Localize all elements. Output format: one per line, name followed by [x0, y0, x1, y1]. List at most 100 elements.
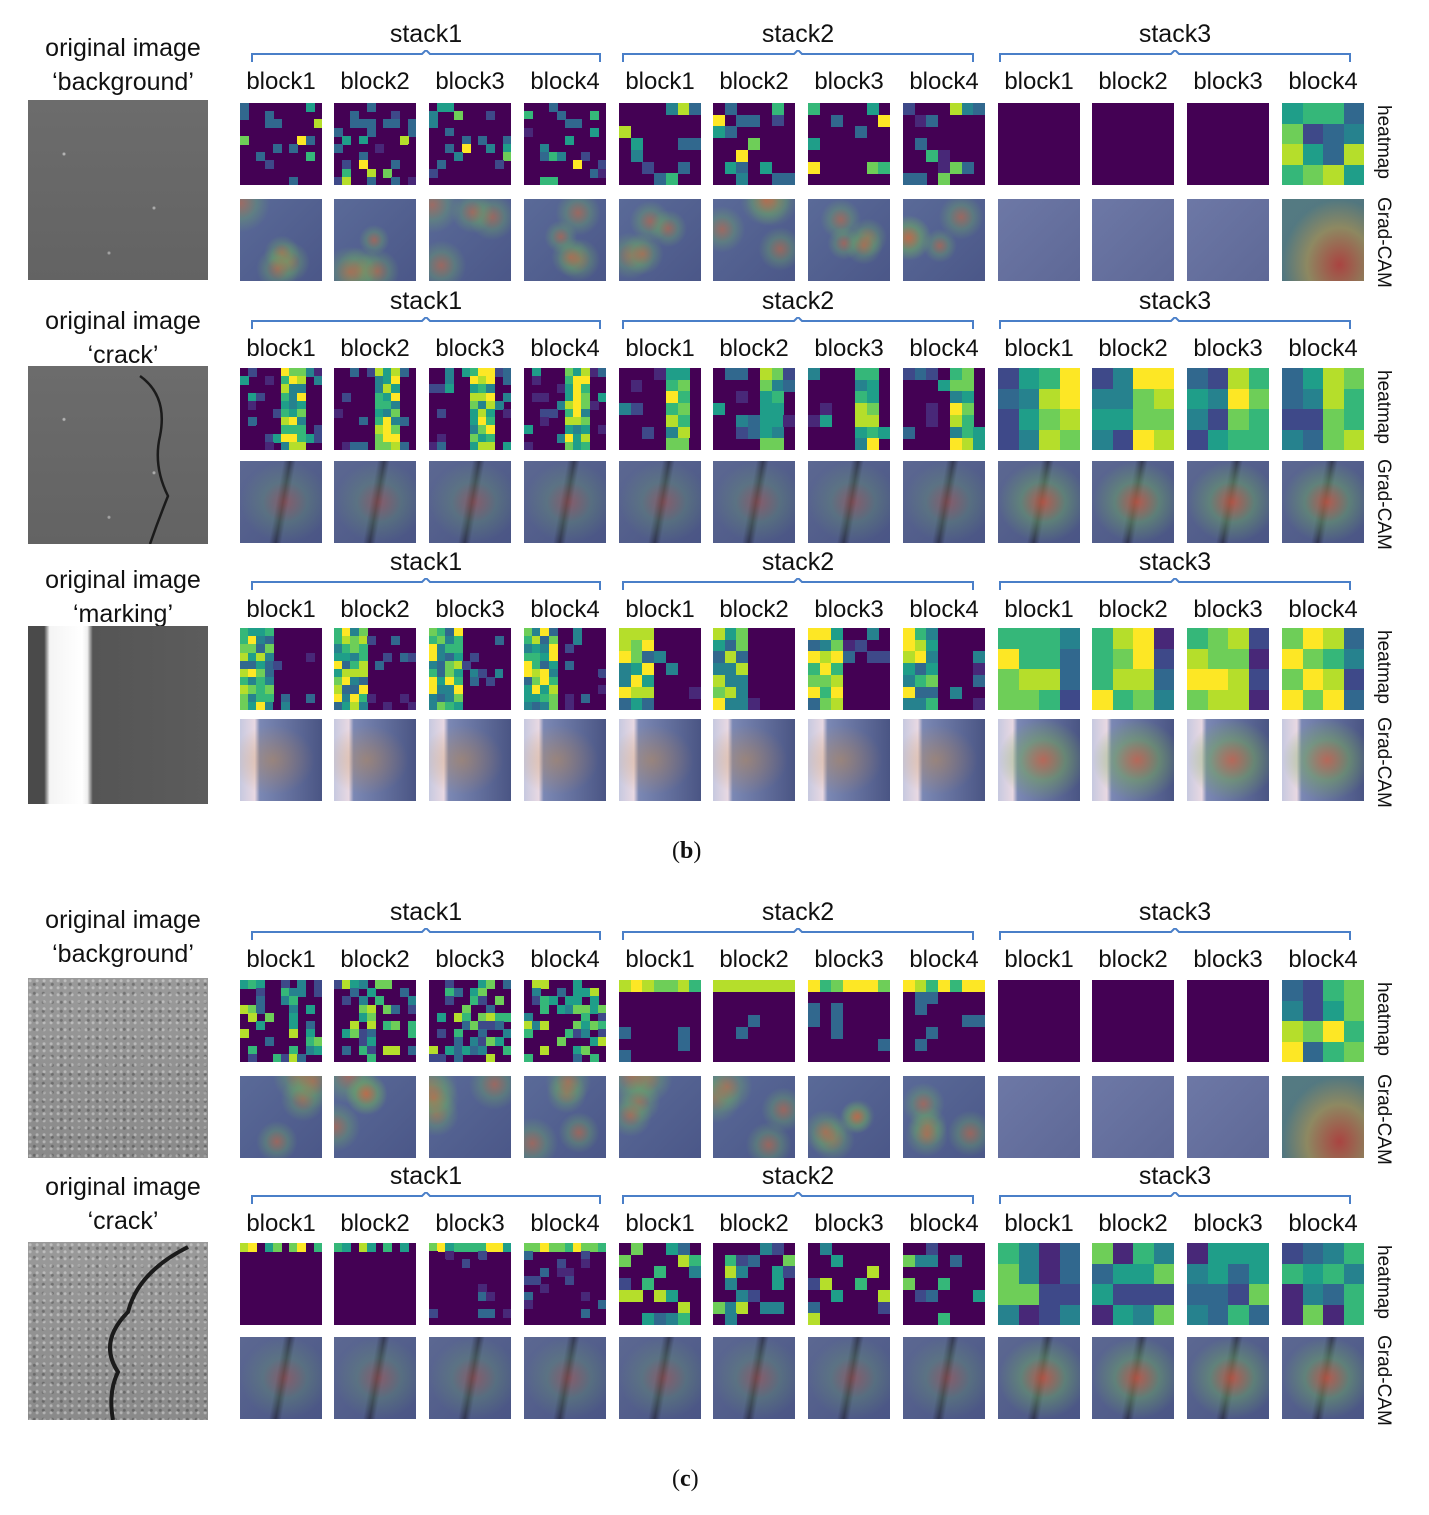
- gradcam-tile: [998, 1076, 1080, 1158]
- heatmap-cell: [256, 677, 266, 687]
- heatmap-cell: [240, 701, 249, 710]
- heatmap-cell: [334, 669, 343, 678]
- heatmap-cell: [342, 1045, 352, 1055]
- heatmap-cell: [573, 368, 583, 377]
- heatmap-cell: [831, 663, 844, 676]
- heatmap-cell: [289, 376, 299, 386]
- heatmap-cell: [486, 111, 496, 121]
- heatmap-cell: [256, 660, 266, 670]
- heatmap-cell: [689, 1266, 701, 1279]
- heatmap-cell: [589, 1259, 599, 1269]
- heatmap-cell: [949, 379, 962, 392]
- heatmap-cell: [532, 1275, 542, 1285]
- heatmap-tile: [808, 628, 890, 710]
- heatmap-cell: [494, 636, 504, 646]
- heatmap-cell: [949, 368, 962, 380]
- heatmap-cell: [973, 698, 985, 710]
- heatmap-cell: [565, 392, 574, 402]
- stack-title: stack1: [389, 898, 463, 926]
- heatmap-tile: [808, 103, 890, 185]
- heatmap-cell: [665, 1289, 678, 1302]
- heatmap-cell: [914, 368, 927, 380]
- gradcam-tile: [429, 199, 511, 281]
- heatmap-cell: [240, 1243, 249, 1252]
- heatmap-cell: [256, 392, 266, 402]
- heatmap-cell: [1343, 123, 1364, 145]
- heatmap-cell: [358, 1243, 368, 1252]
- heatmap-cell: [771, 126, 784, 139]
- heatmap-cell: [502, 1243, 511, 1252]
- heatmap-cell: [264, 160, 274, 170]
- heatmap-cell: [748, 1015, 761, 1028]
- gradcam-tile: [1187, 719, 1269, 801]
- heatmap-cell: [1039, 1304, 1060, 1325]
- heatmap-cell: [642, 628, 655, 640]
- block-title: block3: [435, 68, 505, 95]
- heatmap-cell: [540, 1021, 550, 1030]
- heatmap-cell: [1343, 1021, 1364, 1042]
- heatmap-cell: [240, 693, 249, 703]
- heatmap-cell: [470, 669, 479, 678]
- heatmap-cell: [808, 161, 820, 174]
- heatmap-cell: [264, 111, 274, 121]
- heatmap-cell: [949, 391, 962, 404]
- heatmap-cell: [724, 1266, 737, 1279]
- gradcam-tile: [1282, 199, 1364, 281]
- heatmap-cell: [478, 669, 488, 678]
- heatmap-cell: [1039, 648, 1060, 670]
- gradcam-tile: [1092, 461, 1174, 543]
- heatmap-cell: [1092, 1243, 1113, 1264]
- gradcam-tile: [1187, 461, 1269, 543]
- heatmap-cell: [1092, 388, 1113, 410]
- heatmap-cell: [854, 391, 867, 404]
- heatmap-cell: [589, 1004, 599, 1014]
- gradcam-tile: [240, 1337, 322, 1419]
- heatmap-cell: [619, 674, 631, 687]
- heatmap-cell: [240, 636, 249, 646]
- heatmap-cell: [573, 384, 583, 394]
- heatmap-cell: [524, 669, 533, 678]
- heatmap-cell: [1207, 648, 1229, 670]
- heatmap-tile: [713, 1243, 795, 1325]
- heatmap-cell: [524, 701, 533, 710]
- heatmap-cell: [342, 669, 352, 678]
- heatmap-cell: [573, 1243, 583, 1252]
- heatmap-cell: [445, 980, 455, 989]
- heatmap-cell: [1343, 1243, 1364, 1264]
- heatmap-cell: [771, 426, 784, 439]
- gradcam-tile: [713, 199, 795, 281]
- heatmap-row-label: heatmap: [1373, 630, 1394, 704]
- heatmap-cell: [1059, 388, 1080, 410]
- heatmap-cell: [771, 368, 784, 380]
- heatmap-cell: [914, 1038, 927, 1051]
- heatmap-cell: [736, 1026, 749, 1039]
- heatmap-cell: [502, 980, 511, 989]
- heatmap-cell: [289, 1004, 299, 1014]
- heatmap-cell: [524, 1053, 533, 1062]
- heatmap-cell: [1018, 1284, 1040, 1305]
- stack-title: stack2: [761, 20, 835, 48]
- original-image: [28, 366, 208, 544]
- heatmap-cell: [926, 1254, 939, 1267]
- heatmap-tile: [619, 103, 701, 185]
- heatmap-cell: [289, 176, 299, 185]
- heatmap-cell: [1302, 1284, 1324, 1305]
- heatmap-cell: [383, 1045, 393, 1055]
- heatmap-cell: [391, 176, 401, 185]
- caption-close-paren: ): [690, 1466, 699, 1492]
- heatmap-cell: [556, 400, 566, 410]
- heatmap-cell: [642, 698, 655, 710]
- heatmap-cell: [565, 701, 574, 710]
- heatmap-cell: [1039, 388, 1060, 410]
- heatmap-cell: [445, 1251, 455, 1261]
- heatmap-cell: [486, 376, 496, 386]
- heatmap-cell: [375, 392, 384, 402]
- heatmap-cell: [724, 1313, 737, 1325]
- heatmap-tile: [1282, 368, 1364, 450]
- heatmap-cell: [914, 991, 927, 1004]
- heatmap-cell: [297, 368, 307, 377]
- heatmap-cell: [619, 1254, 631, 1267]
- heatmap-cell: [556, 1004, 566, 1014]
- heatmap-cell: [256, 425, 266, 435]
- heatmap-cell: [383, 701, 393, 710]
